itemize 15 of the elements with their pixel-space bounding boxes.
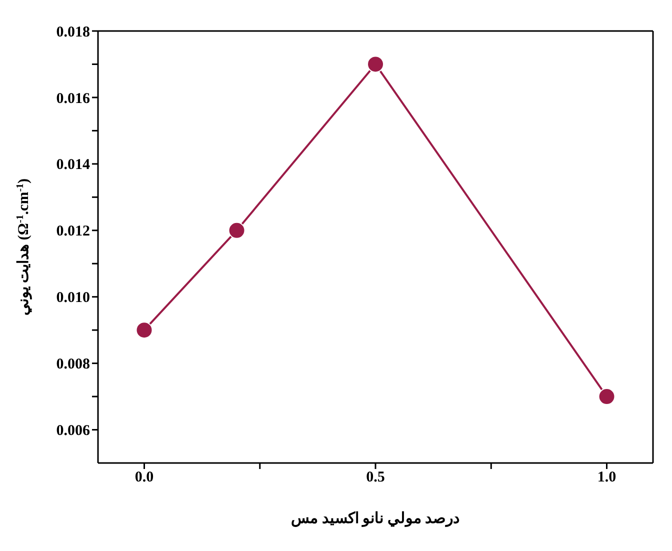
y-tick-label: 0.012 (56, 224, 90, 240)
y-tick-label: 0.016 (56, 90, 90, 107)
point (598, 388, 616, 406)
y-tick-label: 0.006 (56, 423, 90, 440)
point (228, 222, 246, 239)
point (367, 56, 384, 73)
x-axis-title: درصد مولي نانو اكسيد مس (291, 511, 460, 528)
x-tick-label: 0.5 (366, 470, 385, 486)
y-tick-label: 0.018 (56, 24, 90, 40)
y-tick-label: 0.010 (56, 290, 90, 306)
y-tick-label: 0.014 (56, 157, 90, 174)
point (136, 322, 153, 339)
x-tick-label: 1.0 (597, 470, 616, 486)
y-tick-label: 0.008 (56, 356, 90, 373)
x-tick-label: 0.0 (134, 470, 154, 486)
